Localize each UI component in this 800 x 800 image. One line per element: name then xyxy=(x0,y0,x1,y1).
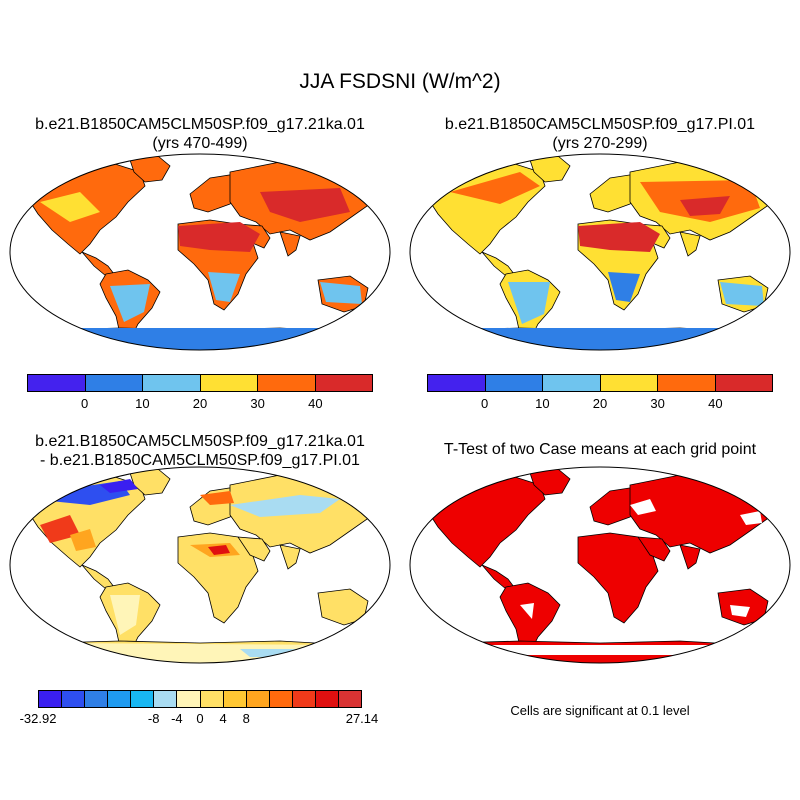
colorbar-tick-label: 30 xyxy=(250,396,265,411)
colorbar-swatch xyxy=(315,375,372,391)
colorbar-tick-label: 40 xyxy=(708,396,723,411)
colorbar-swatch xyxy=(108,691,132,707)
panel-2-title-line2: (yrs 270-299) xyxy=(552,135,648,152)
colorbar-swatch xyxy=(428,375,486,391)
colorbar-tick-label: 40 xyxy=(308,396,323,411)
map-panel-1-outline xyxy=(9,153,391,351)
panel-1-title-line1: b.e21.B1850CAM5CLM50SP.f09_g17.21ka.01 xyxy=(35,116,365,133)
colorbar-tick-label: -4 xyxy=(171,711,183,726)
colorbar-tick-label: 8 xyxy=(242,711,250,726)
colorbar-tick-label: -8 xyxy=(147,711,160,726)
colorbar-swatch xyxy=(154,691,178,707)
colorbar-swatch xyxy=(246,691,270,707)
colorbar-swatch xyxy=(485,375,543,391)
colorbar-swatch xyxy=(62,691,86,707)
colorbar-swatch xyxy=(85,691,109,707)
map-panel-3-outline xyxy=(9,466,391,664)
map-panel-1 xyxy=(24,155,381,350)
colorbar-panel-1 xyxy=(27,374,373,392)
colorbar-swatch xyxy=(269,691,293,707)
colorbar-tick-label: 30 xyxy=(650,396,665,411)
significance-note: Cells are significant at 0.1 level xyxy=(510,703,690,718)
colorbar-swatch xyxy=(85,375,143,391)
map-panel-2-outline xyxy=(409,153,791,351)
main-title: JJA FSDSNI (W/m^2) xyxy=(299,70,501,93)
colorbar-tick-label: 0 xyxy=(481,396,489,411)
colorbar-tick-label: 20 xyxy=(592,396,608,411)
map-panel-3 xyxy=(24,468,381,663)
panel-3-title: b.e21.B1850CAM5CLM50SP.f09_g17.21ka.01 -… xyxy=(0,432,400,470)
colorbar-swatch xyxy=(292,691,316,707)
colorbar-tick-label: 20 xyxy=(192,396,208,411)
colorbar-panel-2 xyxy=(427,374,773,392)
colorbar-tick-label: 27.14 xyxy=(345,711,379,726)
colorbar-swatch xyxy=(223,691,247,707)
colorbar-swatch xyxy=(600,375,658,391)
colorbar-swatch xyxy=(143,375,201,391)
colorbar-tick-label: 10 xyxy=(535,396,550,411)
colorbar-swatch xyxy=(715,375,772,391)
colorbar-tick-label: -32.92 xyxy=(19,711,57,726)
panel-3-title-line2: - b.e21.B1850CAM5CLM50SP.f09_g17.PI.01 xyxy=(40,452,360,469)
colorbar-swatch xyxy=(315,691,340,707)
colorbar-swatch xyxy=(258,375,316,391)
map-panel-4-outline xyxy=(409,466,791,664)
panel-4-title: T-Test of two Case means at each grid po… xyxy=(400,440,800,459)
map-panel-2 xyxy=(424,155,781,350)
colorbar-swatch xyxy=(543,375,601,391)
colorbar-swatch xyxy=(200,375,258,391)
panel-2-title: b.e21.B1850CAM5CLM50SP.f09_g17.PI.01 (yr… xyxy=(400,115,800,153)
colorbar-swatch xyxy=(658,375,716,391)
panel-1-title-line2: (yrs 470-499) xyxy=(152,135,248,152)
panel-4-title-line1: T-Test of two Case means at each grid po… xyxy=(443,441,757,458)
colorbar-swatch xyxy=(131,691,155,707)
map-panel-4 xyxy=(424,468,781,663)
panel-3-title-line1: b.e21.B1850CAM5CLM50SP.f09_g17.21ka.01 xyxy=(35,433,365,450)
colorbar-swatch xyxy=(39,691,63,707)
colorbar-tick-label: 10 xyxy=(135,396,150,411)
colorbar-tick-label: 0 xyxy=(81,396,89,411)
colorbar-tick-label: 4 xyxy=(219,711,227,726)
panel-1-title: b.e21.B1850CAM5CLM50SP.f09_g17.21ka.01 (… xyxy=(0,115,400,153)
panel-2-title-line1: b.e21.B1850CAM5CLM50SP.f09_g17.PI.01 xyxy=(444,116,756,133)
colorbar-swatch xyxy=(28,375,86,391)
colorbar-swatch xyxy=(177,691,201,707)
colorbar-swatch xyxy=(339,691,362,707)
colorbar-swatch xyxy=(200,691,224,707)
colorbar-panel-3 xyxy=(38,690,362,708)
colorbar-tick-label: 0 xyxy=(196,711,204,726)
